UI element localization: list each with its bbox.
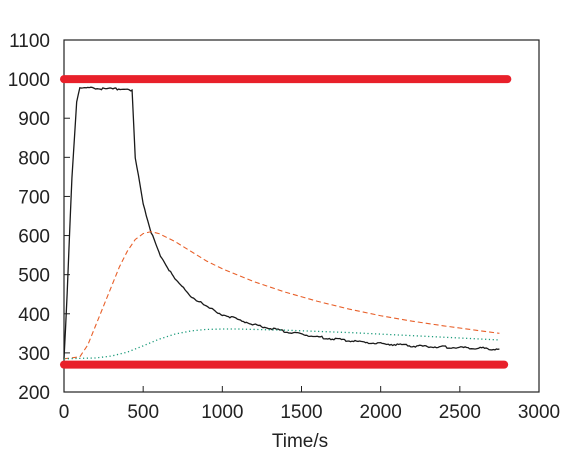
y-tick-label: 700 [18, 187, 50, 208]
y-tick-label: 800 [18, 148, 50, 169]
y-tick-label: 200 [18, 383, 50, 404]
x-tick-label: 500 [127, 402, 159, 423]
y-axis: 200 300 400 500 600 700 800 900 1000 1100 [8, 31, 70, 404]
x-tick-label: 1500 [280, 402, 322, 423]
y-tick-label: 1000 [8, 70, 50, 91]
series-line-solid [63, 86, 500, 359]
y-tick-label: 1100 [9, 31, 50, 52]
x-axis: 0 500 1000 1500 2000 2500 3000 [59, 386, 560, 423]
series-line-dotted [63, 328, 500, 360]
x-tick-label: 2000 [360, 402, 402, 423]
y-tick-label: 300 [18, 344, 50, 365]
series-line-dashed [63, 231, 500, 360]
x-tick-label: 0 [59, 402, 70, 423]
y-tick-label: 600 [18, 227, 50, 248]
y-tick-label: 500 [18, 266, 50, 287]
y-tick-label: 900 [18, 109, 50, 130]
series-layer [60, 75, 512, 369]
x-tick-label: 1000 [201, 402, 243, 423]
y-tick-label: 400 [18, 305, 50, 326]
x-tick-label: 3000 [518, 402, 560, 423]
x-tick-label: 2500 [439, 402, 481, 423]
plot-frame [63, 39, 540, 393]
x-axis-title: Time/s [272, 431, 328, 452]
